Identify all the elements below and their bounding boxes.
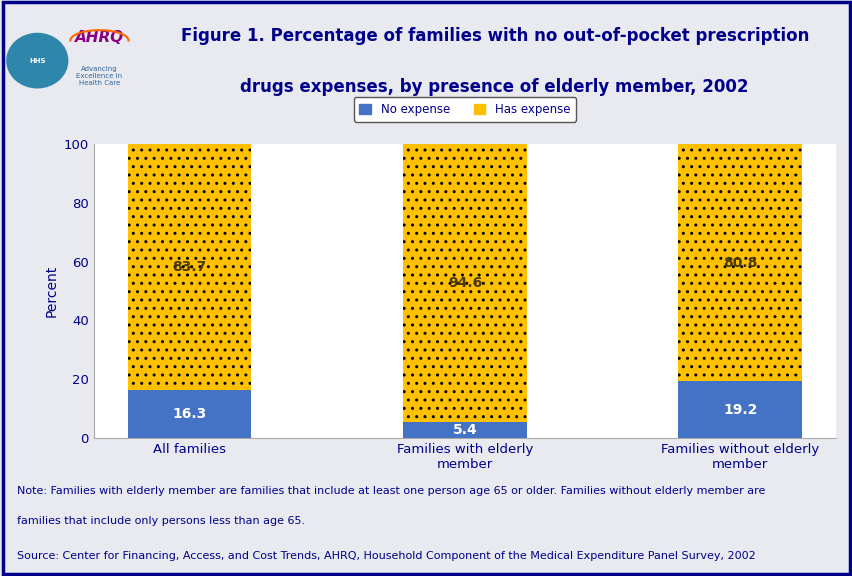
Text: Source: Center for Financing, Access, and Cost Trends, AHRQ, Household Component: Source: Center for Financing, Access, an… xyxy=(17,551,755,560)
Text: AHRQ: AHRQ xyxy=(75,29,124,44)
Text: drugs expenses, by presence of elderly member, 2002: drugs expenses, by presence of elderly m… xyxy=(240,78,748,96)
Text: Advancing
Excellence in
Health Care: Advancing Excellence in Health Care xyxy=(77,66,123,86)
Text: Note: Families with elderly member are families that include at least one person: Note: Families with elderly member are f… xyxy=(17,486,764,496)
Y-axis label: Percent: Percent xyxy=(44,265,58,317)
Circle shape xyxy=(7,33,67,88)
Bar xyxy=(677,144,801,381)
Bar xyxy=(128,390,251,438)
Text: 16.3: 16.3 xyxy=(172,407,206,421)
Legend: No expense, Has expense: No expense, Has expense xyxy=(353,97,576,122)
Bar xyxy=(128,144,251,390)
Text: 5.4: 5.4 xyxy=(452,423,477,437)
Text: 19.2: 19.2 xyxy=(722,403,757,416)
Bar xyxy=(677,381,801,438)
Bar xyxy=(402,144,527,422)
Bar xyxy=(402,422,527,438)
Text: 94.6: 94.6 xyxy=(447,276,481,290)
Text: families that include only persons less than age 65.: families that include only persons less … xyxy=(17,516,305,526)
Text: HHS: HHS xyxy=(29,58,45,63)
Text: 83.7: 83.7 xyxy=(172,260,206,274)
Text: 80.8: 80.8 xyxy=(722,256,757,270)
Text: Figure 1. Percentage of families with no out-of-pocket prescription: Figure 1. Percentage of families with no… xyxy=(181,27,808,46)
